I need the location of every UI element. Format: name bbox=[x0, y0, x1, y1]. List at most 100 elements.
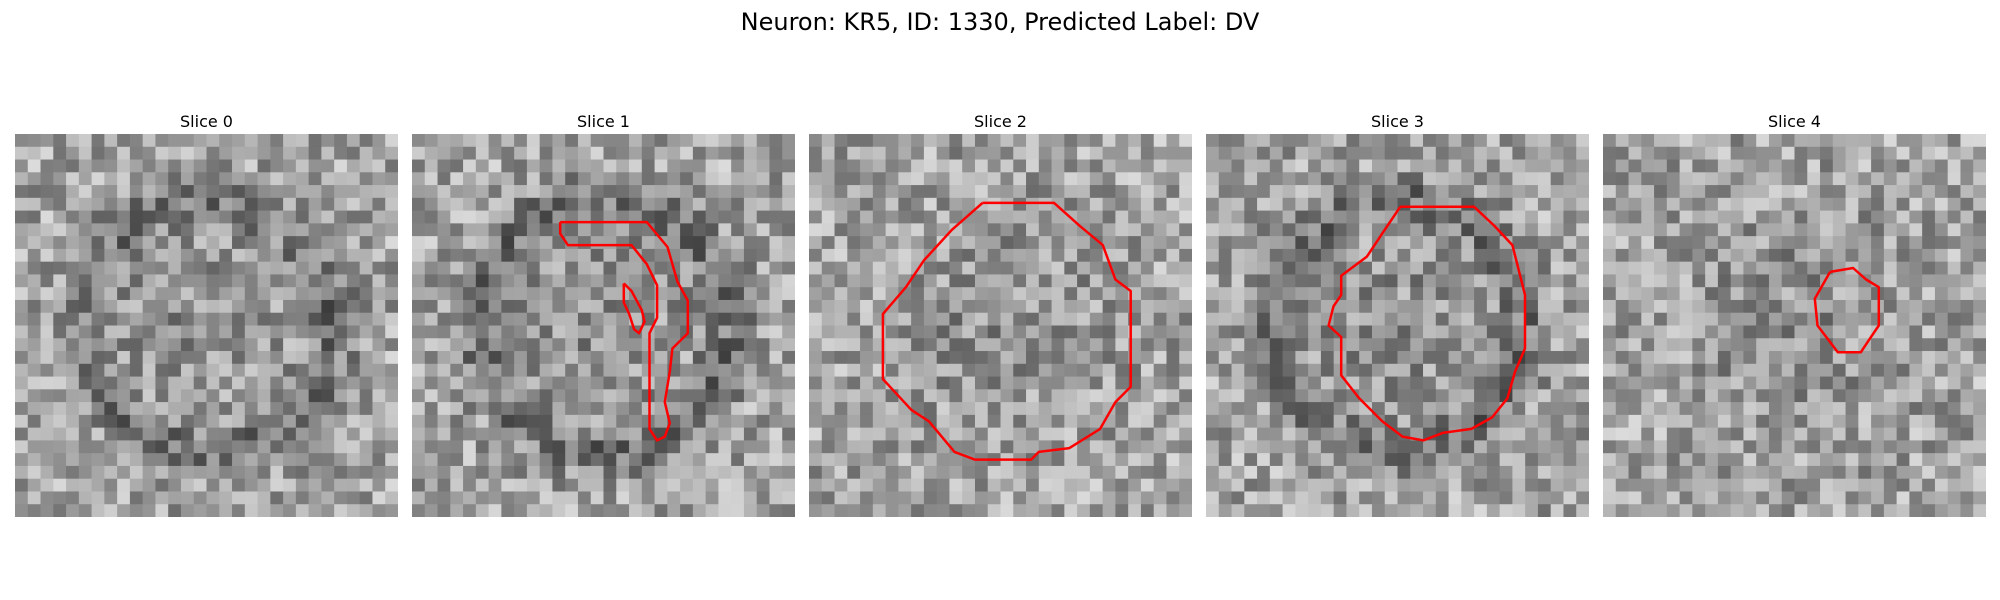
pixel bbox=[1654, 402, 1668, 416]
pixel bbox=[193, 197, 208, 212]
pixel bbox=[577, 363, 592, 378]
pixel bbox=[1628, 223, 1642, 237]
slice-title: Slice 4 bbox=[1768, 112, 1821, 131]
pixel bbox=[1115, 223, 1129, 237]
pixel bbox=[1320, 172, 1335, 186]
pixel bbox=[295, 299, 310, 314]
pixel bbox=[1883, 414, 1898, 429]
pixel bbox=[1244, 236, 1258, 250]
pixel bbox=[756, 427, 771, 441]
pixel bbox=[847, 197, 861, 212]
pixel bbox=[1179, 478, 1192, 493]
pixel bbox=[78, 351, 93, 365]
pixel bbox=[974, 478, 989, 493]
pixel bbox=[1089, 478, 1104, 493]
pixel bbox=[308, 172, 322, 186]
pixel bbox=[91, 338, 105, 352]
pixel bbox=[680, 172, 694, 186]
pixel bbox=[1832, 414, 1847, 429]
pixel bbox=[295, 338, 310, 352]
pixel bbox=[1346, 338, 1360, 352]
pixel bbox=[782, 440, 795, 454]
pixel bbox=[27, 185, 42, 199]
pixel bbox=[898, 376, 912, 390]
pixel bbox=[1679, 440, 1693, 454]
pixel bbox=[872, 172, 887, 186]
pixel bbox=[1257, 287, 1271, 301]
pixel bbox=[680, 261, 694, 276]
pixel bbox=[1308, 351, 1322, 365]
pixel bbox=[475, 389, 490, 403]
pixel bbox=[475, 223, 490, 237]
pixel bbox=[1051, 223, 1065, 237]
pixel bbox=[232, 210, 246, 224]
pixel bbox=[1295, 389, 1309, 403]
pixel bbox=[1257, 261, 1271, 276]
pixel bbox=[1615, 236, 1630, 250]
pixel bbox=[987, 325, 1002, 339]
pixel bbox=[1064, 453, 1078, 467]
pixel bbox=[526, 261, 541, 276]
pixel bbox=[66, 338, 80, 352]
pixel bbox=[809, 325, 823, 339]
pixel bbox=[1537, 504, 1552, 517]
pixel bbox=[577, 376, 592, 390]
pixel bbox=[667, 146, 681, 161]
pixel bbox=[385, 453, 398, 467]
pixel bbox=[91, 172, 105, 186]
pixel bbox=[1666, 338, 1681, 352]
pixel bbox=[1820, 363, 1834, 378]
pixel bbox=[1781, 478, 1796, 493]
pixel bbox=[78, 159, 93, 173]
pixel bbox=[155, 491, 169, 505]
pixel bbox=[1909, 504, 1923, 517]
pixel bbox=[1871, 351, 1885, 365]
pixel bbox=[359, 274, 374, 288]
pixel bbox=[91, 274, 105, 288]
pixel bbox=[334, 172, 348, 186]
pixel bbox=[987, 427, 1002, 441]
pixel bbox=[501, 504, 515, 517]
pixel bbox=[1896, 299, 1910, 314]
pixel bbox=[66, 312, 80, 327]
pixel bbox=[385, 312, 398, 327]
pixel bbox=[27, 248, 42, 263]
pixel bbox=[860, 440, 874, 454]
pixel bbox=[1026, 440, 1040, 454]
pixel bbox=[782, 210, 795, 224]
pixel bbox=[1371, 197, 1386, 212]
pixel bbox=[987, 491, 1002, 505]
pixel bbox=[1922, 389, 1936, 403]
pixel bbox=[565, 478, 579, 493]
pixel bbox=[1474, 223, 1488, 237]
pixel bbox=[78, 338, 93, 352]
pixel bbox=[412, 351, 426, 365]
pixel bbox=[1295, 261, 1309, 276]
pixel bbox=[1384, 287, 1399, 301]
pixel bbox=[1871, 134, 1885, 148]
pixel bbox=[308, 478, 322, 493]
pixel bbox=[1128, 453, 1142, 467]
pixel bbox=[1705, 363, 1719, 378]
pixel bbox=[603, 453, 617, 467]
pixel bbox=[372, 287, 386, 301]
pixel bbox=[1257, 465, 1271, 480]
pixel bbox=[142, 146, 157, 161]
pixel bbox=[731, 414, 745, 429]
pixel bbox=[1038, 236, 1053, 250]
pixel bbox=[257, 325, 271, 339]
pixel bbox=[91, 134, 105, 148]
pixel bbox=[155, 465, 169, 480]
pixel bbox=[821, 478, 836, 493]
pixel bbox=[1474, 274, 1488, 288]
pixel bbox=[834, 440, 848, 454]
pixel bbox=[1845, 299, 1859, 314]
pixel bbox=[1922, 261, 1936, 276]
pixel bbox=[1089, 223, 1104, 237]
pixel bbox=[860, 465, 874, 480]
pixel bbox=[1128, 210, 1142, 224]
pixel bbox=[1371, 134, 1386, 148]
pixel bbox=[898, 363, 912, 378]
pixel bbox=[885, 440, 899, 454]
pixel bbox=[616, 465, 630, 480]
